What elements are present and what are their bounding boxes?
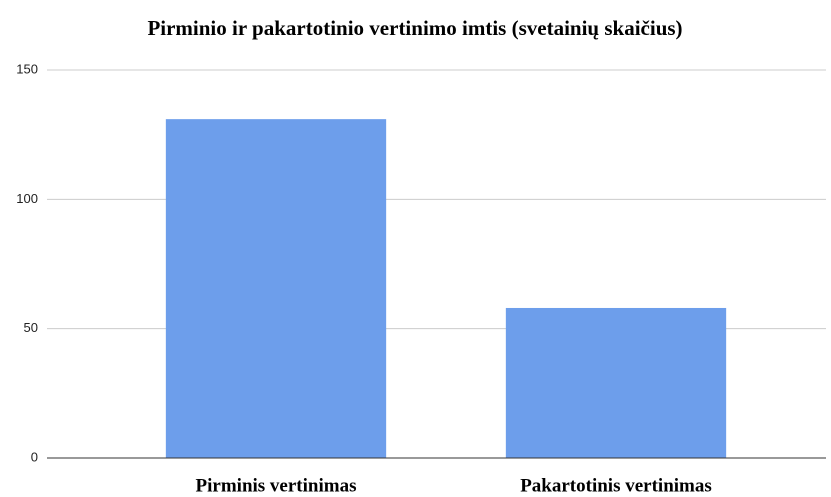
y-tick-label: 100 <box>16 191 38 206</box>
chart-title: Pirminio ir pakartotinio vertinimo imtis… <box>147 16 682 40</box>
x-tick-label: Pakartotinis vertinimas <box>520 475 712 496</box>
y-tick-label: 50 <box>24 320 38 335</box>
y-tick-label: 0 <box>31 449 38 464</box>
x-tick-label: Pirminis vertinimas <box>196 475 357 496</box>
bar <box>165 119 387 458</box>
y-tick-label: 150 <box>16 61 38 76</box>
bar <box>505 307 727 458</box>
